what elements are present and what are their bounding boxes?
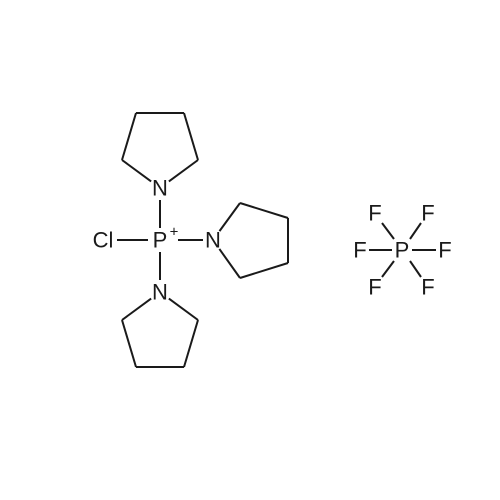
ring-bottom-C1-C2	[184, 320, 198, 367]
ring-right-C1-C2	[240, 203, 288, 218]
atom-Cl: Cl	[93, 228, 114, 253]
ring-top-C3-C4	[184, 113, 198, 160]
atom-P_anion: P	[395, 238, 410, 263]
ring-bottom-C4-N	[122, 299, 151, 320]
atom-P_plus: P	[153, 228, 168, 253]
atom-F3: F	[368, 201, 381, 226]
ring-top-C4-N	[169, 160, 198, 181]
atom-F4: F	[421, 201, 434, 226]
ring-top-N-C1	[122, 160, 151, 181]
ring-right-C4-N	[219, 249, 240, 278]
bond-Pa_F4	[410, 223, 421, 239]
atom-F2: F	[438, 238, 451, 263]
ring-bottom-C3-C4	[122, 320, 136, 367]
chemical-structure-diagram: ClP+NNNPFFFFFF	[0, 0, 500, 500]
atom-P_plus-charge: +	[170, 224, 179, 241]
atom-N_top: N	[152, 176, 168, 201]
bond-Pa_F6	[410, 261, 421, 277]
atom-F6: F	[421, 275, 434, 300]
atom-F1: F	[353, 238, 366, 263]
ring-top-C1-C2	[122, 113, 136, 160]
ring-right-N-C1	[219, 203, 240, 231]
ring-right-C3-C4	[240, 263, 288, 278]
atom-F5: F	[368, 275, 381, 300]
ring-bottom-N-C1	[169, 299, 198, 320]
atom-N_right: N	[205, 228, 221, 253]
bond-Pa_F5	[382, 261, 394, 277]
bond-Pa_F3	[382, 223, 394, 239]
atom-N_bottom: N	[152, 280, 168, 305]
